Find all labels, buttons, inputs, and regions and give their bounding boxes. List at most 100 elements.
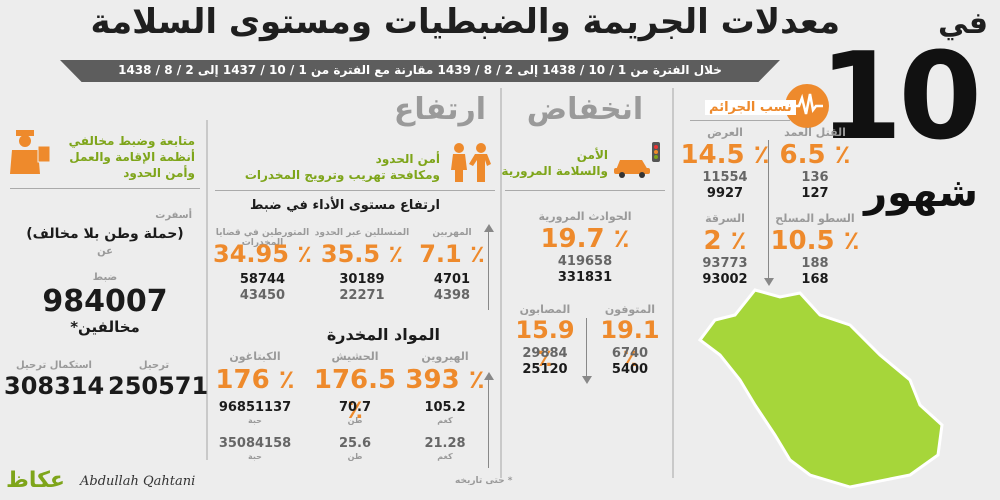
infiltrators-v1: 30189 bbox=[339, 272, 385, 287]
footnote: * حتى تاريخه bbox=[455, 476, 513, 486]
injured-v2: 25120 bbox=[522, 362, 568, 377]
crimes-down-arrow bbox=[768, 140, 769, 280]
drug-cases-pct: 34.95 ٪ bbox=[213, 240, 312, 268]
violators-total: 984007 bbox=[42, 284, 168, 319]
honor-v1: 11554 bbox=[702, 170, 748, 185]
injured-pct: 15.9 ٪ bbox=[515, 316, 575, 372]
increase-up-arrow-1 bbox=[488, 230, 489, 310]
drug-cases-label: المتورطين في قضايا المخدرات bbox=[215, 228, 310, 248]
increase-subtitle-2: ومكافحة تهريب وترويج المخدرات bbox=[244, 168, 440, 182]
deaths-pct: 19.1 ٪ bbox=[600, 316, 660, 372]
increase-up-arrowhead-1 bbox=[484, 224, 494, 232]
decrease-subtitle-2: والسلامة المرورية bbox=[501, 164, 608, 178]
period-band bbox=[60, 60, 780, 82]
violators-underline bbox=[10, 188, 200, 189]
crimes-label: نسب الجرائم bbox=[705, 100, 796, 115]
heroin-v2: 21.28 bbox=[424, 436, 466, 451]
hashish-pct: 176.5 ٪ bbox=[313, 365, 397, 425]
honor-v2: 9927 bbox=[706, 186, 744, 201]
captagon-label: الكبتاغون bbox=[229, 350, 281, 363]
crimes-underline bbox=[690, 120, 790, 121]
violators-subtitle-1: متابعة وضبط مخالفي bbox=[68, 134, 195, 148]
murder-label: القتل العمد bbox=[784, 126, 846, 139]
murder-pct: 6.5 ٪ bbox=[779, 140, 851, 170]
decrease-down-arrow bbox=[586, 318, 587, 378]
captagon-pct: 176 ٪ bbox=[215, 365, 295, 395]
accidents-v2: 331831 bbox=[557, 270, 613, 285]
injured-v1: 29884 bbox=[522, 346, 568, 361]
complete-deport-label: استكمال ترحيل bbox=[16, 360, 92, 371]
smugglers-pct: 7.1 ٪ bbox=[419, 240, 485, 268]
increase-up-arrowhead-2 bbox=[484, 372, 494, 380]
increase-subtitle-1: أمن الحدود bbox=[375, 152, 440, 166]
seized-label: ضبط bbox=[92, 272, 118, 283]
months-label: شهور bbox=[864, 170, 978, 216]
captagon-u1: حبة bbox=[248, 416, 262, 425]
accidents-v1: 419658 bbox=[557, 254, 613, 269]
accidents-label: الحوادث المرورية bbox=[538, 210, 632, 223]
heroin-u2: كغم bbox=[437, 452, 453, 461]
divider-increase-violators bbox=[206, 120, 208, 460]
page-title: معدلات الجريمة والضبطيات ومستوى السلامة bbox=[90, 2, 840, 42]
theft-pct: 2 ٪ bbox=[703, 226, 747, 256]
robbery-v2: 168 bbox=[801, 272, 829, 287]
hashish-u1: طن bbox=[347, 416, 363, 425]
decrease-heading: انخفاض bbox=[526, 92, 644, 127]
smugglers-v2: 4398 bbox=[433, 288, 471, 303]
performance-title: ارتفاع مستوى الأداء في ضبط bbox=[249, 198, 440, 213]
increase-heading: ارتفاع bbox=[393, 92, 487, 127]
author-signature: Abdullah Qahtani bbox=[80, 474, 196, 489]
violators-subtitle-3: وأمن الحدود bbox=[123, 166, 195, 180]
hashish-v1: 70.7 bbox=[338, 400, 372, 415]
complete-deport-value: 308314 bbox=[4, 372, 105, 400]
crime-badge-icon bbox=[785, 84, 829, 128]
heroin-pct: 393 ٪ bbox=[405, 365, 485, 395]
infiltrators-label: المتسللين عبر الحدود bbox=[314, 228, 410, 238]
crimes-down-arrowhead bbox=[764, 278, 774, 286]
violators-label: مخالفين* bbox=[70, 318, 140, 336]
divider-decrease-increase bbox=[500, 88, 502, 478]
heroin-label: الهيروين bbox=[421, 350, 469, 363]
drug-cases-v1: 58744 bbox=[239, 272, 286, 287]
murder-v1: 136 bbox=[801, 170, 829, 185]
robbery-label: السطو المسلح bbox=[775, 212, 855, 225]
deport-value: 250571 bbox=[108, 372, 209, 400]
injured-label: المصابون bbox=[519, 303, 571, 316]
theft-v2: 93002 bbox=[702, 272, 748, 287]
okaz-logo: عكاظ bbox=[6, 468, 65, 493]
honor-pct: 14.5 ٪ bbox=[680, 140, 770, 170]
hashish-v2: 25.6 bbox=[338, 436, 372, 451]
about-label: عن bbox=[97, 246, 113, 257]
violators-subtitle-2: أنظمة الإقامة والعمل bbox=[69, 150, 195, 164]
hashish-label: الحشيش bbox=[331, 350, 379, 363]
fi-label: في bbox=[938, 6, 988, 41]
infiltrators-v2: 22271 bbox=[339, 288, 385, 303]
saudi-map bbox=[697, 288, 944, 489]
decrease-subtitle-1: الأمن bbox=[576, 148, 608, 162]
divider-crimes-decrease bbox=[672, 88, 674, 478]
traffic-icon bbox=[612, 140, 666, 180]
robbery-v1: 188 bbox=[801, 256, 829, 271]
drug-cases-v2: 43450 bbox=[239, 288, 286, 303]
campaign-name: (حملة وطن بلا مخالف) bbox=[26, 226, 184, 242]
deaths-v1: 6740 bbox=[611, 346, 649, 361]
robbery-pct: 10.5 ٪ bbox=[770, 226, 860, 256]
hashish-u2: طن bbox=[347, 452, 363, 461]
deaths-label: المتوفون bbox=[604, 303, 656, 316]
border-guard-icon bbox=[445, 140, 495, 184]
heroin-u1: كغم bbox=[437, 416, 453, 425]
heroin-v1: 105.2 bbox=[424, 400, 466, 415]
accidents-pct: 19.7 ٪ bbox=[540, 224, 630, 254]
officer-icon bbox=[8, 128, 52, 176]
deaths-v2: 5400 bbox=[611, 362, 649, 377]
period-text: خلال الفترة من 1 / 10 / 1438 إلى 2 / 8 /… bbox=[118, 63, 722, 77]
honor-label: العرض bbox=[707, 126, 743, 139]
increase-underline bbox=[215, 190, 495, 191]
captagon-u2: حبة bbox=[248, 452, 262, 461]
decrease-down-arrowhead bbox=[582, 376, 592, 384]
smugglers-v1: 4701 bbox=[433, 272, 471, 287]
theft-label: السرقة bbox=[705, 212, 745, 225]
theft-v1: 93773 bbox=[702, 256, 748, 271]
drugs-title: المواد المخدرة bbox=[326, 325, 440, 344]
deport-label: ترحيل bbox=[138, 360, 170, 371]
